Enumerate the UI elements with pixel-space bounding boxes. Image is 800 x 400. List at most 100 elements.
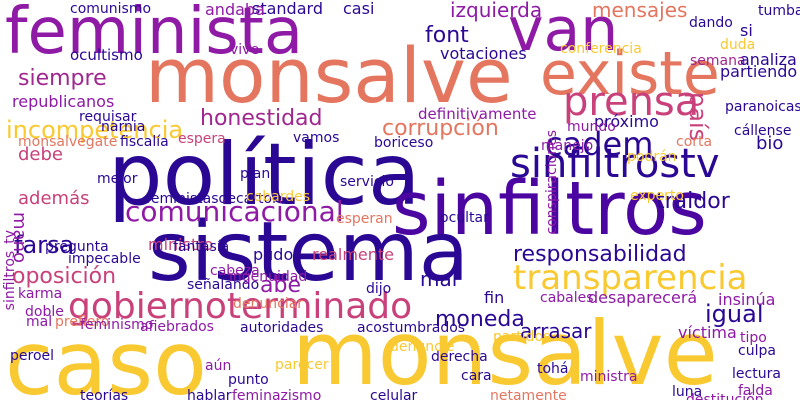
word: además (18, 188, 90, 209)
word: cabales (540, 290, 594, 306)
word: republicanos (12, 92, 115, 111)
word: cobardes (246, 189, 311, 205)
word: font (425, 23, 469, 48)
word: próximo (594, 112, 659, 131)
word: tipo (740, 330, 767, 346)
word: abe (260, 273, 301, 298)
word: sinfiltrostv (510, 141, 720, 187)
word: dijo (366, 281, 392, 297)
word: derecha (431, 349, 488, 365)
word: van (508, 0, 619, 65)
word: teorías (80, 388, 129, 400)
word: vive (230, 42, 260, 58)
word: feminazismo (232, 388, 322, 400)
word: paranoicas (725, 99, 800, 115)
word: cabeza (210, 263, 260, 279)
word: denunciar (233, 296, 304, 312)
word: incompetencia (6, 116, 184, 144)
word: acostumbrados (357, 320, 466, 336)
word: impecable (68, 251, 141, 267)
word: ingenuidad (229, 269, 308, 285)
word: honestidad (200, 106, 323, 131)
word: andaba (205, 0, 265, 19)
word: feministasdecarton (146, 191, 281, 207)
word: autoridades (240, 320, 324, 336)
word: votaciones (440, 44, 527, 63)
word: prensa (563, 79, 700, 125)
word: cadem (545, 125, 654, 163)
word: partidos (493, 329, 551, 345)
word: arrasar (520, 319, 592, 343)
word: fin (484, 288, 505, 307)
word: pudo (253, 245, 294, 264)
word: aún (205, 358, 232, 374)
word: peroel (10, 348, 55, 364)
word: sinfiltros_tv (2, 230, 18, 311)
word: insinúa (718, 290, 776, 309)
word: manejo (541, 138, 594, 154)
word: destitución (686, 392, 764, 400)
word: karma (18, 286, 63, 302)
word: espera (178, 131, 226, 147)
word: doble (25, 304, 64, 320)
word: corrupción (382, 116, 499, 141)
word: experto (630, 188, 684, 204)
word: monsalve (292, 302, 718, 400)
word: farsa (14, 231, 75, 259)
word: víctima (678, 323, 737, 342)
word: corta (676, 134, 713, 150)
word: debe (18, 144, 63, 165)
word: esperan (336, 211, 393, 227)
word: denuncie (390, 339, 455, 355)
word: oposición (12, 264, 117, 289)
word: mundo (567, 119, 616, 135)
word: mensajes (592, 0, 688, 22)
word: comunismo (70, 1, 152, 17)
word: feminista (5, 0, 304, 69)
word: podrán (627, 149, 677, 165)
word: dando (689, 15, 733, 31)
word: fiscalía (120, 134, 169, 150)
word: mal (420, 267, 458, 291)
word: tohá (537, 361, 569, 377)
word: monsalvegate (18, 134, 118, 150)
word: sinfiltros (392, 166, 707, 252)
word: realmente (312, 245, 395, 264)
word: ocultismo (70, 46, 143, 64)
word: gobiernoterminado (68, 286, 413, 327)
word: vamos (293, 130, 340, 146)
word: responsabilidad (513, 242, 687, 267)
word: narnia (101, 119, 146, 135)
word: pregunta (45, 239, 109, 255)
word: culpa (738, 343, 776, 359)
word: conferencia (560, 41, 642, 57)
word: definitivamente (418, 105, 537, 123)
word: punto (228, 372, 269, 388)
word: existe (540, 39, 720, 109)
word: lectura (732, 366, 781, 382)
word: analiza (740, 50, 797, 69)
word: servicio (340, 174, 394, 190)
word: luna (672, 384, 703, 400)
word: casi (343, 0, 375, 18)
word: bio (756, 133, 784, 154)
word: falda (738, 383, 773, 399)
word: ocultar (440, 210, 489, 226)
word: comunicacional (125, 195, 344, 228)
word: igual (705, 300, 764, 328)
word: duda (720, 37, 756, 53)
word: plan (240, 166, 271, 182)
word: boriceso (374, 135, 434, 151)
word: standard (252, 0, 323, 18)
word: ministro (148, 235, 214, 254)
word: tumba (758, 3, 800, 19)
word: mano (9, 212, 30, 263)
word: si (740, 21, 753, 40)
word: política (108, 125, 421, 225)
word: feminismo (80, 317, 154, 333)
word: mal (26, 314, 53, 330)
word: parecer (275, 357, 329, 373)
word: fantasía (173, 239, 230, 255)
word: hablar (187, 388, 232, 400)
